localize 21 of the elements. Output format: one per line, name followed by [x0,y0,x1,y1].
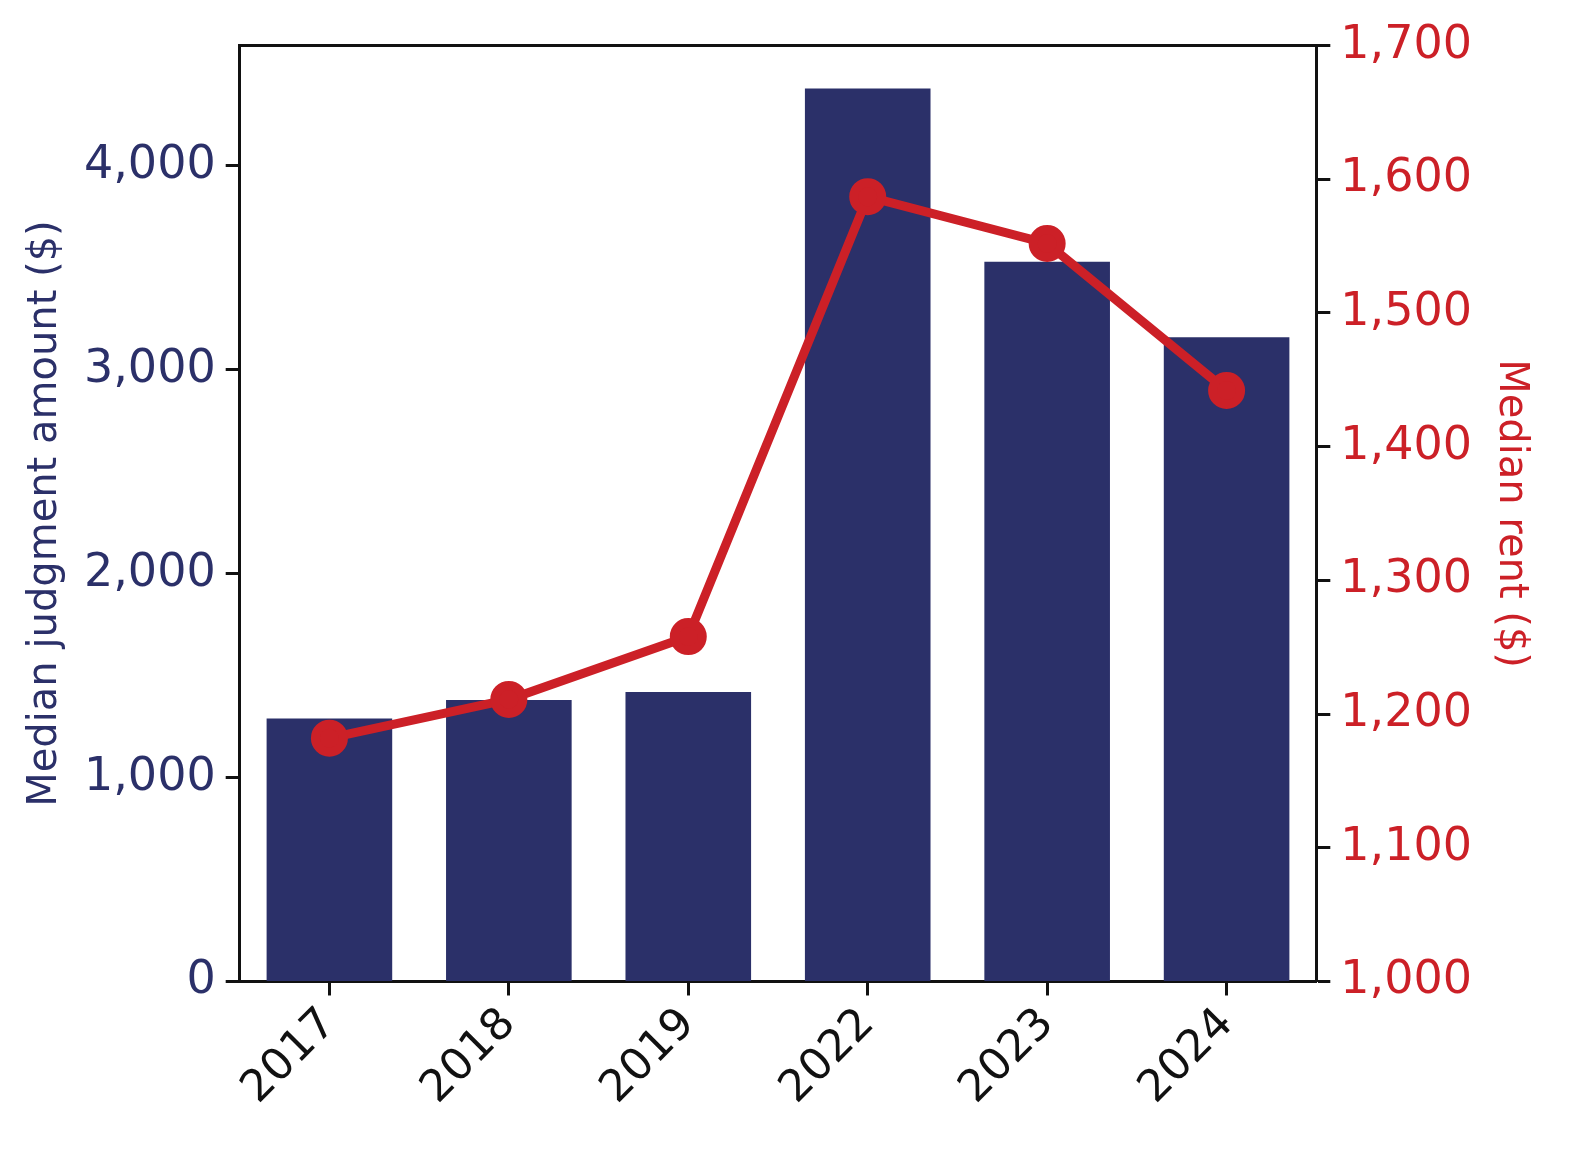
y2-tick-label: 1,600 [1340,148,1473,203]
bar [266,718,393,981]
y-tick-label: 3,000 [83,338,216,393]
y-tick-label: 4,000 [83,134,216,189]
bar [984,261,1110,981]
y2-tick-label: 1,400 [1340,415,1473,470]
y2-axis-title: Median rent ($) [1490,359,1537,668]
y-tick-label: 2,000 [83,542,216,597]
y2-tick-label: 1,300 [1340,549,1473,604]
bar [446,700,572,981]
y2-tick-label: 1,100 [1340,816,1473,871]
y2-tick-label: 1,700 [1340,14,1473,69]
bar [804,88,931,981]
y2-tick-label: 1,200 [1340,683,1473,738]
y-tick-label: 1,000 [83,746,216,801]
y2-tick-label: 1,000 [1340,950,1473,1005]
y2-tick-label: 1,500 [1340,281,1473,336]
y-tick-label: 0 [186,950,216,1005]
bar [1163,337,1290,981]
y-axis-title: Median judgment amount ($) [19,220,66,807]
bar [625,691,752,981]
